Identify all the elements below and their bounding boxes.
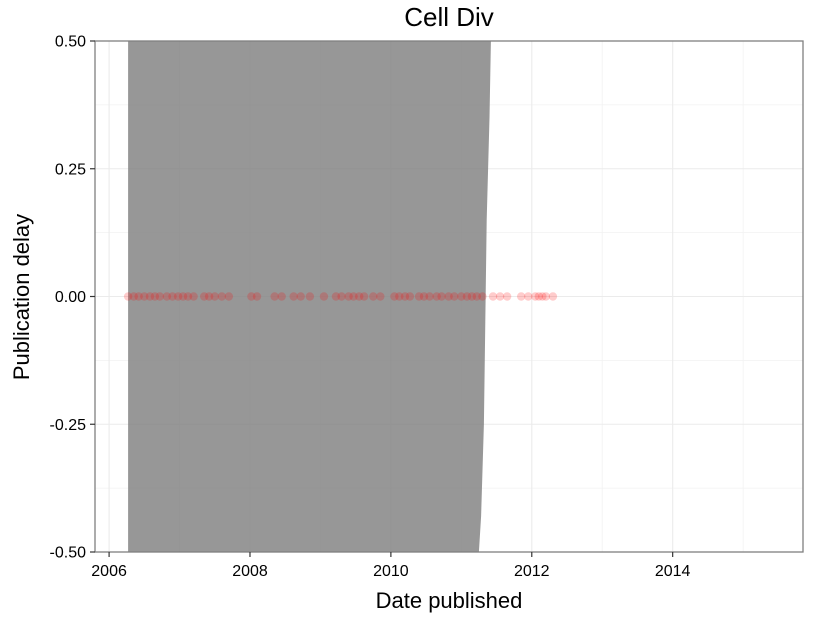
data-point [277,292,286,301]
data-point [432,292,441,301]
data-point [495,292,505,301]
data-point [467,292,477,301]
data-point [444,292,453,301]
y-axis: -0.50 -0.25 0.00 0.25 0.50 [50,34,95,562]
y-tick-label: 0.50 [55,34,86,51]
data-point [344,292,353,301]
data-point [140,292,149,301]
y-tick-label: 0.25 [55,161,86,178]
data-point [129,292,138,301]
data-point [405,292,415,301]
data-point [289,292,298,301]
data-point [217,292,227,301]
data-point [331,292,341,301]
data-point [517,292,526,301]
data-point [155,292,165,301]
data-point [204,292,214,301]
data-point [319,292,329,301]
shaded-area [128,41,491,552]
x-axis-title: Date published [376,588,523,613]
data-point [189,292,198,301]
data-point [450,292,459,301]
data-point [400,292,410,301]
chart-title: Cell Div [404,2,494,32]
data-point [162,292,172,301]
data-point [478,292,487,301]
data-point [462,292,472,301]
data-point [502,292,512,301]
x-axis: 2006 2008 2010 2012 2014 [91,552,691,580]
x-tick-label: 2012 [514,563,550,580]
data-point [349,292,358,301]
data-point [145,292,155,301]
data-point [173,292,183,301]
points-layer [123,292,558,301]
data-point [376,292,385,301]
x-tick-label: 2006 [91,563,127,580]
data-point [150,292,160,301]
data-point [414,292,424,301]
y-tick-label: 0.00 [55,289,86,306]
data-point [178,292,188,301]
data-point [472,292,482,301]
data-point [534,292,544,301]
data-point [224,292,234,301]
data-point [488,292,498,301]
x-tick-label: 2014 [655,563,691,580]
data-point [390,292,399,301]
data-point [247,292,256,301]
data-point [369,292,378,301]
data-point [305,292,315,301]
y-axis-title: Publication delay [9,214,34,380]
data-point [457,292,466,301]
x-tick-label: 2008 [232,563,268,580]
data-point [541,292,551,301]
data-point [425,292,434,301]
x-tick-label: 2010 [373,563,409,580]
data-point [199,292,209,301]
data-point [134,292,143,301]
data-point [252,292,262,301]
data-point [168,292,177,301]
y-tick-label: -0.50 [50,545,87,562]
data-point [395,292,404,301]
data-point [548,292,558,301]
data-point [524,292,533,301]
data-point [210,292,219,301]
data-point [538,292,547,301]
y-tick-label: -0.25 [50,417,87,434]
data-point [123,292,133,301]
data-point [419,292,429,301]
data-point [270,292,279,301]
data-point [296,292,305,301]
data-point [531,292,540,301]
data-point [337,292,346,301]
data-point [437,292,446,301]
shaded-area-layer [128,41,491,552]
data-point [183,292,193,301]
data-point [354,292,364,301]
data-point [359,292,369,301]
